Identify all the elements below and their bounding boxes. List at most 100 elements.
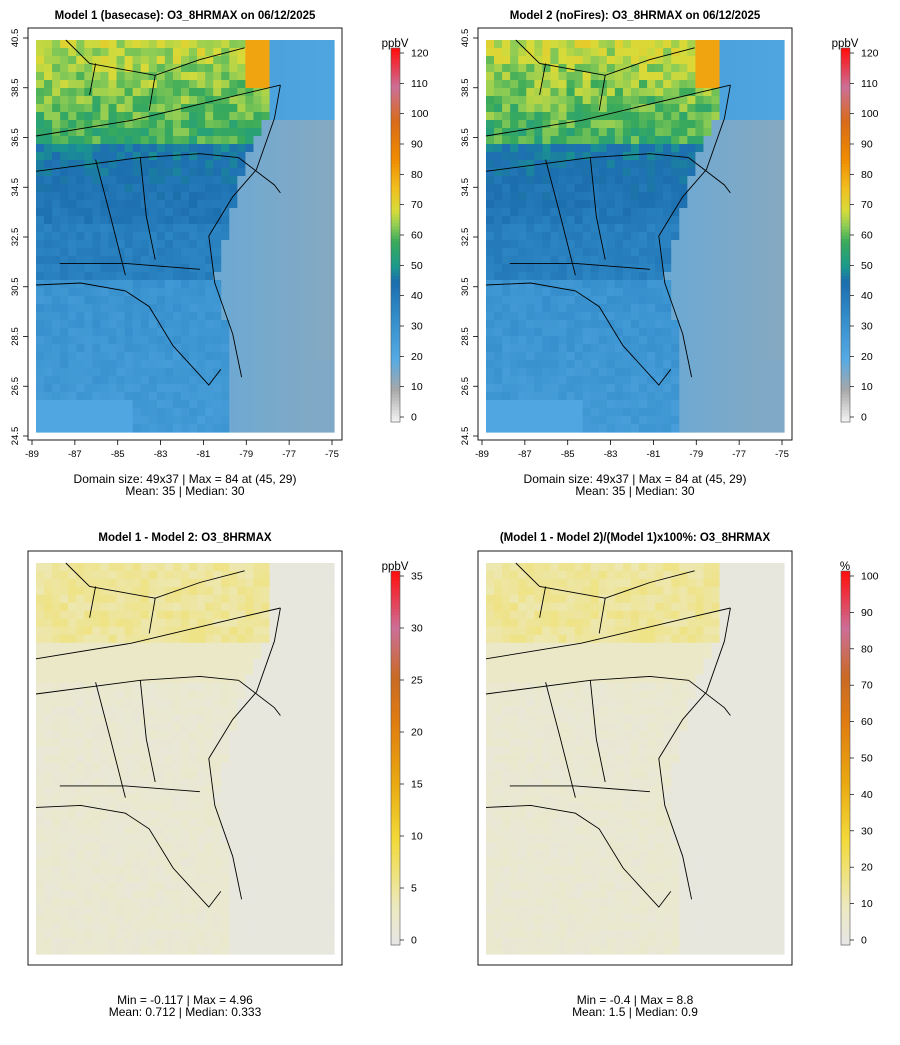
plot-frame xyxy=(477,550,793,966)
y-tick-label: 34.5 xyxy=(460,178,471,197)
colorbar-tick-label: 20 xyxy=(861,351,873,363)
colorbar-unit-label: % xyxy=(840,561,850,573)
colorbar-tick-label: 10 xyxy=(411,831,423,843)
x-tick-label: -83 xyxy=(154,449,168,460)
colorbar-tick-label: 30 xyxy=(411,321,423,333)
colorbar-tick-label: 25 xyxy=(411,675,423,687)
panel-title: Model 1 (basecase): O3_8HRMAX on 06/12/2… xyxy=(55,10,316,22)
state-boundaries-1 xyxy=(485,39,731,386)
stats-line-1: Min = -0.117 | Max = 4.96 xyxy=(117,993,253,1007)
y-tick-label: 28.5 xyxy=(10,327,21,346)
colorbar-tick-label: 110 xyxy=(411,78,428,90)
colorbar-tick-label: 120 xyxy=(411,48,429,60)
x-tick-label: -81 xyxy=(197,449,211,460)
y-tick-label: 34.5 xyxy=(10,178,21,197)
colorbar-tick-label: 80 xyxy=(861,169,873,181)
map-field-1 xyxy=(486,40,785,433)
x-tick-label: -89 xyxy=(25,449,39,460)
state-boundaries-3 xyxy=(485,562,731,908)
colorbar-tick-label: 40 xyxy=(411,290,423,302)
y-tick-label: 38.5 xyxy=(10,79,21,98)
colorbar-tick-label: 0 xyxy=(411,412,417,424)
stats-line-1: Domain size: 49x37 | Max = 84 at (45, 29… xyxy=(524,472,747,486)
colorbar-tick-label: 100 xyxy=(411,108,429,120)
colorbar-3: 0 10 20 30 40 50 60 70 80 90 100% xyxy=(840,561,879,947)
colorbar-tick-label: 15 xyxy=(411,779,423,791)
state-boundaries-0 xyxy=(35,39,281,386)
colorbar-tick-label: 90 xyxy=(861,607,873,619)
x-tick-label: -79 xyxy=(689,449,703,460)
x-tick-label: -83 xyxy=(604,449,618,460)
colorbar-tick-label: 0 xyxy=(411,935,417,947)
colorbar-tick-label: 110 xyxy=(861,78,878,90)
colorbar-tick-label: 90 xyxy=(411,139,423,151)
map-field-0 xyxy=(36,40,335,433)
y-tick-label: 40.5 xyxy=(460,29,471,48)
y-tick-label: 26.5 xyxy=(460,377,471,396)
y-tick-label: 40.5 xyxy=(10,29,21,48)
colorbar-tick-label: 30 xyxy=(411,623,423,635)
y-tick-label: 32.5 xyxy=(10,228,21,247)
colorbar-tick-label: 60 xyxy=(411,230,423,242)
y-tick-label: 30.5 xyxy=(10,278,21,297)
colorbar-unit-label: ppbV xyxy=(832,38,859,50)
panel-title: (Model 1 - Model 2)/(Model 1)x100%: O3_8… xyxy=(500,532,771,544)
y-tick-label: 30.5 xyxy=(460,278,471,297)
colorbar-tick-label: 20 xyxy=(861,862,873,874)
colorbar-tick-label: 100 xyxy=(861,571,879,583)
colorbar-tick-label: 100 xyxy=(861,108,879,120)
colorbar-tick-label: 50 xyxy=(411,260,423,272)
colorbar-tick-label: 35 xyxy=(411,571,423,583)
y-tick-label: 38.5 xyxy=(460,79,471,98)
stats-line-1: Domain size: 49x37 | Max = 84 at (45, 29… xyxy=(74,472,297,486)
y-tick-label: 26.5 xyxy=(10,377,21,396)
colorbar-tick-label: 70 xyxy=(861,680,873,692)
x-tick-label: -77 xyxy=(282,449,296,460)
colorbar-tick-label: 60 xyxy=(861,230,873,242)
panel-title: Model 2 (noFires): O3_8HRMAX on 06/12/20… xyxy=(510,10,761,22)
colorbar-tick-label: 30 xyxy=(861,825,873,837)
y-tick-label: 24.5 xyxy=(10,427,21,446)
y-tick-label: 36.5 xyxy=(10,128,21,147)
colorbar-tick-label: 40 xyxy=(861,789,873,801)
x-tick-label: -81 xyxy=(647,449,661,460)
colorbar-tick-label: 70 xyxy=(861,199,873,211)
colorbar-tick-label: 30 xyxy=(861,321,873,333)
state-boundaries-2 xyxy=(35,562,281,908)
colorbar-tick-label: 50 xyxy=(861,753,873,765)
axes-1: -89 -87 -85 -83 -81 -79 -77 -75 24.5 26.5 28.5 30.5… xyxy=(460,29,789,460)
plot-frame xyxy=(27,27,343,441)
colorbar-tick-label: 0 xyxy=(861,412,867,424)
x-tick-label: -89 xyxy=(475,449,489,460)
colorbar-tick-label: 5 xyxy=(411,883,417,895)
panel-title: Model 1 - Model 2: O3_8HRMAX xyxy=(98,532,271,544)
colorbar-tick-label: 80 xyxy=(411,169,423,181)
stats-line-2: Mean: 0.712 | Median: 0.333 xyxy=(109,1005,262,1019)
colorbar-tick-label: 20 xyxy=(411,727,423,739)
stats-line-2: Mean: 35 | Median: 30 xyxy=(125,484,245,498)
x-tick-label: -85 xyxy=(111,449,125,460)
colorbar-tick-label: 0 xyxy=(861,935,867,947)
colorbar-unit-label: ppbV xyxy=(382,38,409,50)
map-field-2 xyxy=(36,563,335,955)
stats-line-2: Mean: 35 | Median: 30 xyxy=(575,484,695,498)
colorbar-tick-label: 10 xyxy=(861,381,873,393)
plot-frame xyxy=(27,550,343,966)
x-tick-label: -77 xyxy=(732,449,746,460)
colorbar-tick-label: 40 xyxy=(861,290,873,302)
x-tick-label: -87 xyxy=(518,449,532,460)
x-tick-label: -85 xyxy=(561,449,575,460)
y-tick-label: 36.5 xyxy=(460,128,471,147)
plot-frame xyxy=(477,27,793,441)
x-tick-label: -75 xyxy=(775,449,789,460)
colorbar-tick-label: 10 xyxy=(411,381,423,393)
map-field-3 xyxy=(486,563,785,955)
colorbar-tick-label: 20 xyxy=(411,351,423,363)
colorbar-tick-label: 60 xyxy=(861,716,873,728)
x-tick-label: -75 xyxy=(325,449,339,460)
y-tick-label: 24.5 xyxy=(460,427,471,446)
y-tick-label: 32.5 xyxy=(460,228,471,247)
stats-line-2: Mean: 1.5 | Median: 0.9 xyxy=(572,1005,698,1019)
